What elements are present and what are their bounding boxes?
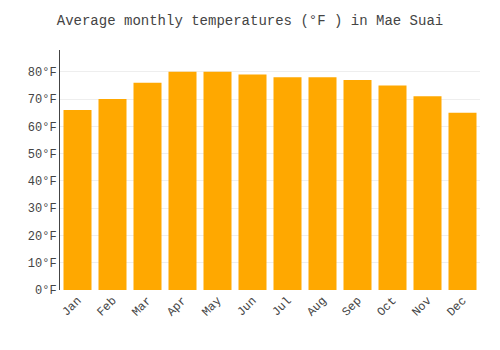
svg-text:Mar: Mar — [129, 294, 154, 319]
svg-text:Oct: Oct — [374, 294, 399, 319]
svg-text:40°F: 40°F — [28, 175, 57, 189]
svg-text:Feb: Feb — [94, 294, 119, 319]
svg-text:30°F: 30°F — [28, 202, 57, 216]
svg-text:May: May — [199, 294, 224, 319]
svg-text:0°F: 0°F — [35, 284, 57, 298]
svg-text:10°F: 10°F — [28, 257, 57, 271]
svg-text:Aug: Aug — [304, 294, 329, 319]
svg-text:Nov: Nov — [409, 294, 434, 319]
svg-text:80°F: 80°F — [28, 66, 57, 80]
svg-text:20°F: 20°F — [28, 230, 57, 244]
svg-text:Jun: Jun — [234, 294, 259, 319]
svg-text:Apr: Apr — [164, 294, 189, 319]
svg-text:50°F: 50°F — [28, 148, 57, 162]
svg-text:Average monthly temperatures (: Average monthly temperatures (°F ) in Ma… — [57, 13, 443, 29]
svg-text:Dec: Dec — [444, 294, 469, 319]
svg-text:Jul: Jul — [269, 294, 294, 319]
svg-text:70°F: 70°F — [28, 93, 57, 107]
svg-text:Sep: Sep — [339, 294, 364, 319]
svg-text:Jan: Jan — [59, 294, 84, 319]
svg-text:60°F: 60°F — [28, 121, 57, 135]
